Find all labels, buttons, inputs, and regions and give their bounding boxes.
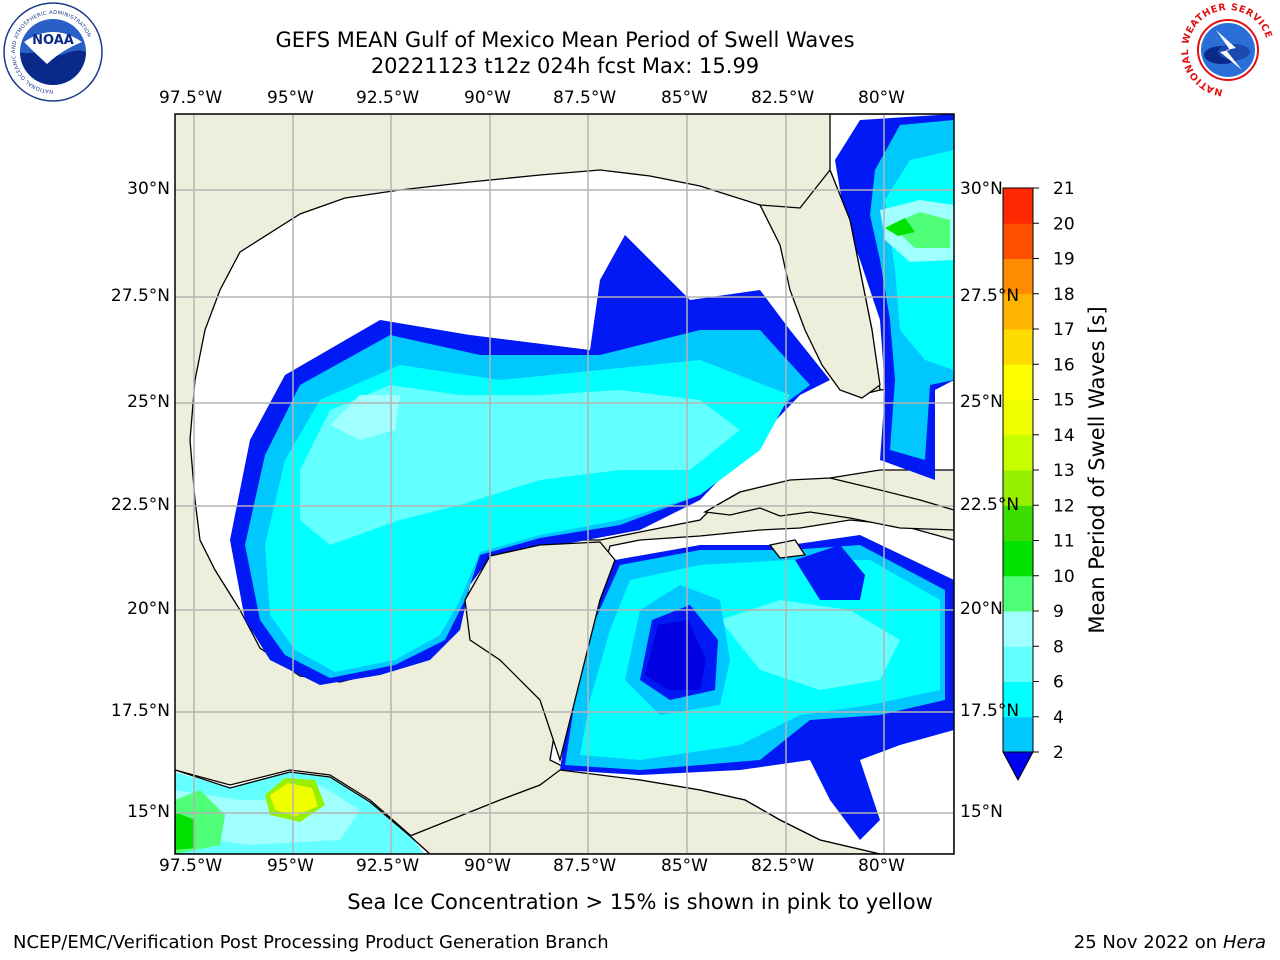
colorbar-tick-label: 14	[1053, 426, 1075, 446]
lat-label-right: 22.5°N	[960, 495, 1020, 515]
lon-label-bottom: 87.5°W	[553, 856, 617, 876]
colorbar-tick-label: 16	[1053, 355, 1075, 375]
colorbar-tick-label: 18	[1053, 285, 1075, 305]
sea-ice-note: Sea Ice Concentration > 15% is shown in …	[347, 890, 933, 914]
lon-label-bottom: 90°W	[464, 856, 511, 876]
noaa-logo-icon: NATIONAL OCEANIC AND ATMOSPHERIC ADMINIS…	[2, 2, 104, 106]
colorbar-tick-label: 21	[1053, 179, 1075, 199]
colorbar-segment	[1003, 505, 1033, 541]
lon-label-top: 95°W	[267, 88, 314, 108]
colorbar-tick-label: 19	[1053, 250, 1075, 270]
swell-field-gulf	[230, 235, 830, 685]
lat-label-left: 15°N	[127, 802, 170, 822]
colorbar-segment	[1003, 716, 1033, 753]
colorbar-segment	[1003, 434, 1033, 471]
lon-label-bottom: 82.5°W	[751, 856, 815, 876]
lat-label-left: 30°N	[127, 179, 170, 199]
lon-label-top: 82.5°W	[751, 88, 815, 108]
graticule	[175, 114, 954, 854]
lon-label-bottom: 85°W	[661, 856, 708, 876]
colorbar-segment	[1003, 223, 1033, 259]
colorbar-tick-label: 2	[1053, 743, 1064, 763]
colorbar-segment	[1003, 258, 1033, 295]
lon-label-bottom: 92.5°W	[356, 856, 420, 876]
colorbar-segment	[1003, 681, 1033, 718]
lon-label-bottom: 97.5°W	[159, 856, 223, 876]
generation-date: 25 Nov 2022 on Hera	[1074, 932, 1266, 953]
colorbar-segment	[1003, 329, 1033, 365]
lon-label-top: 87.5°W	[553, 88, 617, 108]
lat-label-right: 17.5°N	[960, 701, 1020, 721]
lat-label-right: 30°N	[960, 179, 1003, 199]
colorbar-tick-label: 9	[1053, 602, 1064, 622]
lat-label-left: 22.5°N	[110, 495, 170, 515]
colorbar-tick-label: 10	[1053, 567, 1075, 587]
colorbar-tick-label: 4	[1053, 708, 1064, 728]
lat-label-right: 27.5°N	[960, 286, 1020, 306]
colorbar-segment	[1003, 188, 1033, 224]
lat-label-right: 20°N	[960, 599, 1003, 619]
lat-label-right: 25°N	[960, 392, 1003, 412]
lat-label-left: 25°N	[127, 392, 170, 412]
map-title: GEFS MEAN Gulf of Mexico Mean Period of …	[275, 28, 855, 52]
lon-label-top: 80°W	[858, 88, 905, 108]
colorbar-segment	[1003, 364, 1033, 400]
lat-label-left: 20°N	[127, 599, 170, 619]
lon-label-top: 90°W	[464, 88, 511, 108]
lat-label-right: 15°N	[960, 802, 1003, 822]
colorbar-tick-label: 11	[1053, 532, 1075, 552]
colorbar-extend-arrow	[1002, 751, 1034, 782]
nws-logo-icon: NATIONAL WEATHER SERVICE	[1176, 0, 1280, 104]
colorbar-tick-label: 20	[1053, 214, 1075, 234]
map-subtitle: 20221123 t12z 024h fcst Max: 15.99	[370, 54, 760, 78]
colorbar-segment	[1003, 575, 1033, 612]
svg-text:NOAA: NOAA	[32, 33, 74, 48]
map-plot-area	[175, 114, 954, 854]
lon-label-bottom: 95°W	[267, 856, 314, 876]
colorbar-tick-label: 13	[1053, 461, 1075, 481]
lat-label-left: 27.5°N	[110, 286, 170, 306]
colorbar-segment	[1003, 293, 1033, 330]
colorbar-tick-label: 15	[1053, 391, 1075, 411]
generation-date-text: 25 Nov 2022 on	[1073, 932, 1218, 953]
lon-label-top: 92.5°W	[356, 88, 420, 108]
lon-label-top: 85°W	[661, 88, 708, 108]
map-frame	[174, 113, 955, 855]
colorbar-tick-label: 8	[1053, 637, 1064, 657]
colorbar-tick-label: 6	[1053, 673, 1064, 693]
colorbar-tick-label: 12	[1053, 496, 1075, 516]
lat-label-left: 17.5°N	[110, 701, 170, 721]
colorbar-tick-label: 17	[1053, 320, 1075, 340]
machine-name: Hera	[1222, 932, 1266, 953]
lon-label-top: 97.5°W	[159, 88, 223, 108]
colorbar-segment	[1003, 540, 1033, 577]
land-masses	[175, 168, 954, 854]
colorbar-segment	[1003, 646, 1033, 682]
lon-label-bottom: 80°W	[858, 856, 905, 876]
colorbar-segment	[1003, 470, 1033, 506]
colorbar-segments	[1003, 188, 1033, 753]
colorbar-segment	[1003, 611, 1033, 647]
organization-credit: NCEP/EMC/Verification Post Processing Pr…	[13, 932, 609, 953]
colorbar-segment	[1003, 399, 1033, 436]
colorbar-ticks: 2 4 6 8 9 10 11 12 13 14 15 16 17 18 19 20 21	[1033, 179, 1075, 763]
colorbar: 2 4 6 8 9 10 11 12 13 14 15 16 17 18 19 20 21	[1002, 179, 1075, 782]
colorbar-label: Mean Period of Swell Waves [s]	[1085, 306, 1109, 634]
